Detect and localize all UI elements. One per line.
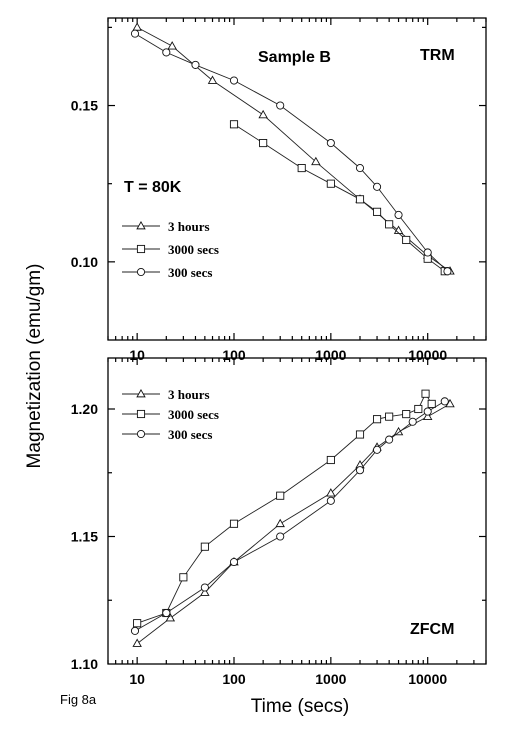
data-point-square xyxy=(276,491,285,500)
data-point-square xyxy=(414,404,423,414)
x-tick-label: 100 xyxy=(222,347,246,363)
x-axis-title: Time (secs) xyxy=(251,696,350,717)
x-tick-label: 1000 xyxy=(315,347,346,363)
data-point-triangle xyxy=(132,638,142,647)
data-point-triangle xyxy=(326,488,336,497)
data-point-triangle xyxy=(200,587,210,596)
data-point-circle xyxy=(440,397,449,406)
data-point-circle xyxy=(373,445,382,454)
legend-label: 3 hours xyxy=(168,387,210,402)
legend-marker-triangle xyxy=(136,388,146,398)
data-point-circle xyxy=(423,407,432,416)
data-point-square xyxy=(200,542,209,551)
legend-marker-square xyxy=(136,244,146,254)
panel-zfcm-legend: 3 hours 3000 secs 300 secs xyxy=(122,387,219,442)
data-point-triangle xyxy=(311,156,321,166)
legend-marker-circle xyxy=(136,429,146,439)
panel-zfcm-frame xyxy=(107,357,487,665)
data-point-circle xyxy=(162,608,171,618)
data-point-circle xyxy=(326,138,335,148)
annotation-trm: TRM xyxy=(420,47,455,64)
legend-marker-square xyxy=(136,409,146,419)
data-point-triangle xyxy=(165,613,176,622)
data-point-triangle xyxy=(207,75,218,84)
y-tick-label: 1.20 xyxy=(71,401,98,417)
x-tick-label: 10000 xyxy=(408,671,447,687)
y-axis-title: Magnetization (emu/gm) xyxy=(24,264,45,469)
y-tick-label: 1.10 xyxy=(71,656,98,672)
data-point-square xyxy=(385,412,394,421)
legend-label: 300 secs xyxy=(168,265,212,280)
data-point-square xyxy=(297,164,306,173)
data-point-circle xyxy=(276,101,285,110)
data-point-circle xyxy=(408,417,417,426)
panel-trm-frame xyxy=(107,17,487,341)
annotation-sample-b: Sample B xyxy=(258,49,331,66)
data-point-square xyxy=(373,415,382,424)
y-tick-label: 0.15 xyxy=(71,98,98,114)
data-point-triangle xyxy=(422,411,433,420)
y-tick-label: 1.15 xyxy=(71,529,98,545)
panel-trm-legend: 3 hours 3000 secs 300 secs xyxy=(122,219,219,280)
legend-marker-triangle xyxy=(136,220,146,230)
data-point-triangle xyxy=(132,22,142,31)
x-tick-label: 100 xyxy=(222,671,246,687)
x-tick-label: 1000 xyxy=(315,671,346,687)
data-point-circle xyxy=(385,435,394,444)
data-point-circle xyxy=(276,532,285,541)
series-line-circle xyxy=(134,33,448,272)
data-point-square xyxy=(355,430,365,439)
data-point-circle xyxy=(162,48,171,57)
legend-label: 3000 secs xyxy=(168,407,219,422)
data-point-circle xyxy=(130,29,140,38)
data-point-circle xyxy=(326,496,335,505)
data-point-square xyxy=(355,195,365,204)
data-point-circle xyxy=(355,164,365,173)
data-point-circle xyxy=(229,76,239,85)
legend-marker-circle xyxy=(136,267,146,277)
figure-label: Fig 8a xyxy=(60,692,97,707)
data-point-square xyxy=(373,207,382,216)
data-point-square xyxy=(133,619,142,628)
data-point-triangle xyxy=(275,518,285,528)
panel-zfcm-series xyxy=(130,389,455,647)
data-point-square xyxy=(421,389,430,398)
data-point-triangle xyxy=(258,109,268,119)
annotation-temperature: T = 80K xyxy=(124,179,182,196)
data-point-square xyxy=(402,235,411,245)
data-point-square xyxy=(427,399,436,408)
data-point-square xyxy=(259,138,268,148)
data-point-triangle xyxy=(167,41,177,50)
legend-label: 3 hours xyxy=(168,219,210,234)
data-point-circle xyxy=(200,583,209,592)
data-point-square xyxy=(402,410,411,419)
panel-zfcm-ticks: 10 100 1000 10000 1.10 1.15 1.20 xyxy=(71,358,487,687)
annotation-zfcm: ZFCM xyxy=(410,621,454,638)
legend-label: 300 secs xyxy=(168,427,212,442)
legend-label: 3000 secs xyxy=(168,242,219,257)
data-point-square xyxy=(229,120,239,129)
data-point-square xyxy=(326,455,335,465)
data-point-circle xyxy=(394,210,403,220)
panel-trm-series xyxy=(130,22,455,276)
data-point-circle xyxy=(191,60,200,69)
y-tick-label: 0.10 xyxy=(71,254,98,270)
data-point-square xyxy=(326,179,335,188)
data-point-square xyxy=(385,220,394,229)
data-point-circle xyxy=(423,248,432,257)
data-point-circle xyxy=(373,182,382,191)
data-point-triangle xyxy=(393,426,404,436)
data-point-circle xyxy=(355,466,365,475)
x-tick-label: 10 xyxy=(129,671,145,687)
data-point-circle xyxy=(443,267,452,276)
data-point-circle xyxy=(229,557,239,567)
data-point-circle xyxy=(130,626,140,635)
data-point-square xyxy=(179,573,188,582)
series-line-square xyxy=(233,123,445,272)
data-point-square xyxy=(229,519,239,528)
